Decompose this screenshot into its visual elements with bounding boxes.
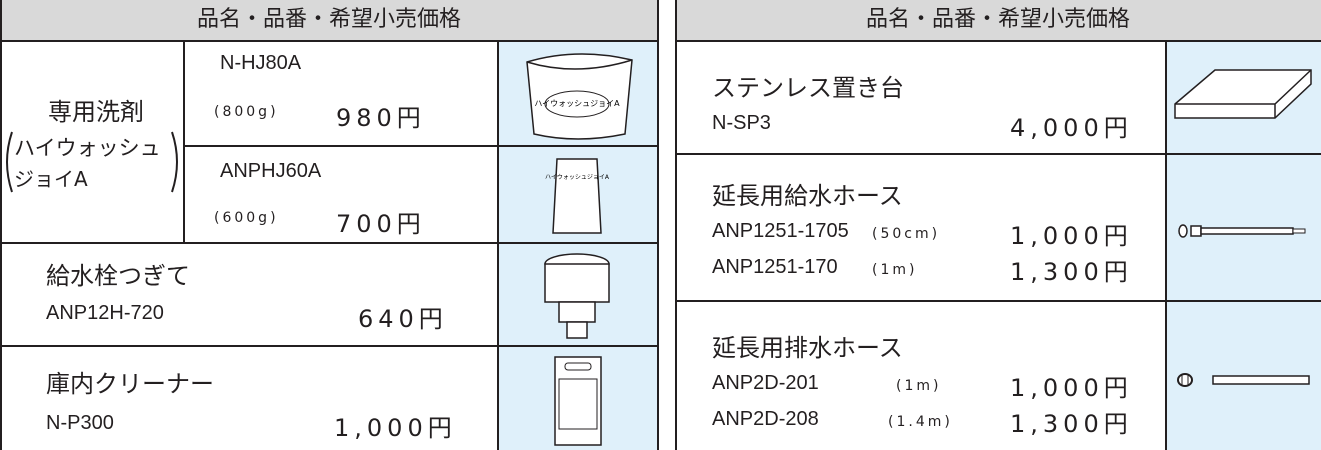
product-name: 延長用排水ホース: [712, 334, 903, 362]
product-code: ANP12H-720: [46, 302, 164, 324]
product-code: ANP1251-170: [712, 256, 838, 278]
image-text: ハイウォッシュジョイA: [545, 173, 610, 181]
image-text: ハイウォッシュジョイA: [534, 99, 620, 108]
product-code: N-HJ80A: [220, 52, 302, 74]
border: [497, 40, 499, 450]
product-code: N-P300: [46, 412, 114, 434]
product-code: ANP2D-208: [712, 408, 819, 430]
product-name: 給水栓つぎて: [46, 262, 190, 290]
product-name: ステンレス置き台: [712, 74, 904, 102]
border: [0, 0, 2, 450]
border: [675, 300, 1321, 302]
price: 980円: [336, 104, 426, 132]
drain-hose: [1177, 373, 1310, 387]
price: 1,000円: [334, 414, 457, 442]
brackets: [6, 131, 178, 193]
left-header: 品名・品番・希望小売価格: [0, 0, 658, 42]
spec: (800g): [214, 104, 279, 120]
brand: ハイウォッシュ: [14, 136, 161, 160]
product-name: 庫内クリーナー: [46, 370, 214, 398]
spec: (1.4m): [888, 414, 953, 430]
right-header: 品名・品番・希望小売価格: [675, 0, 1321, 42]
cleaner-pack: [554, 356, 602, 446]
border: [183, 40, 185, 242]
spec: (50cm): [872, 226, 941, 242]
product-code: N-SP3: [712, 112, 771, 134]
supply-hose: [1178, 224, 1306, 238]
detergent-bag: ハイウォッシュジョイA: [545, 158, 610, 234]
product-name: 延長用給水ホース: [712, 182, 903, 210]
stand: [1174, 69, 1312, 119]
price: 1,000円: [1010, 374, 1133, 402]
product-code: ANP2D-201: [712, 372, 819, 394]
border: [0, 345, 658, 347]
product-code: ANP1251-1705: [712, 220, 849, 242]
spec: (1m): [896, 378, 942, 394]
border: [0, 242, 658, 244]
faucet-joint: [544, 253, 610, 339]
price: 1,300円: [1010, 410, 1133, 438]
product-code: ANPHJ60A: [220, 160, 322, 182]
price: 1,000円: [1010, 222, 1133, 250]
price: 700円: [336, 210, 426, 238]
price: 1,300円: [1010, 258, 1133, 286]
border: [183, 145, 658, 147]
border: [657, 0, 659, 450]
spec: (1m): [872, 262, 918, 278]
brand: ジョイA: [14, 167, 88, 191]
border: [675, 153, 1321, 155]
price: 640円: [358, 305, 448, 333]
spec: (600g): [214, 210, 279, 226]
border: [1165, 40, 1167, 450]
border: [675, 0, 677, 450]
price: 4,000円: [1010, 114, 1133, 142]
detergent-box: ハイウォッシュジョイA: [526, 53, 633, 140]
product-name: 専用洗剤: [48, 98, 144, 126]
